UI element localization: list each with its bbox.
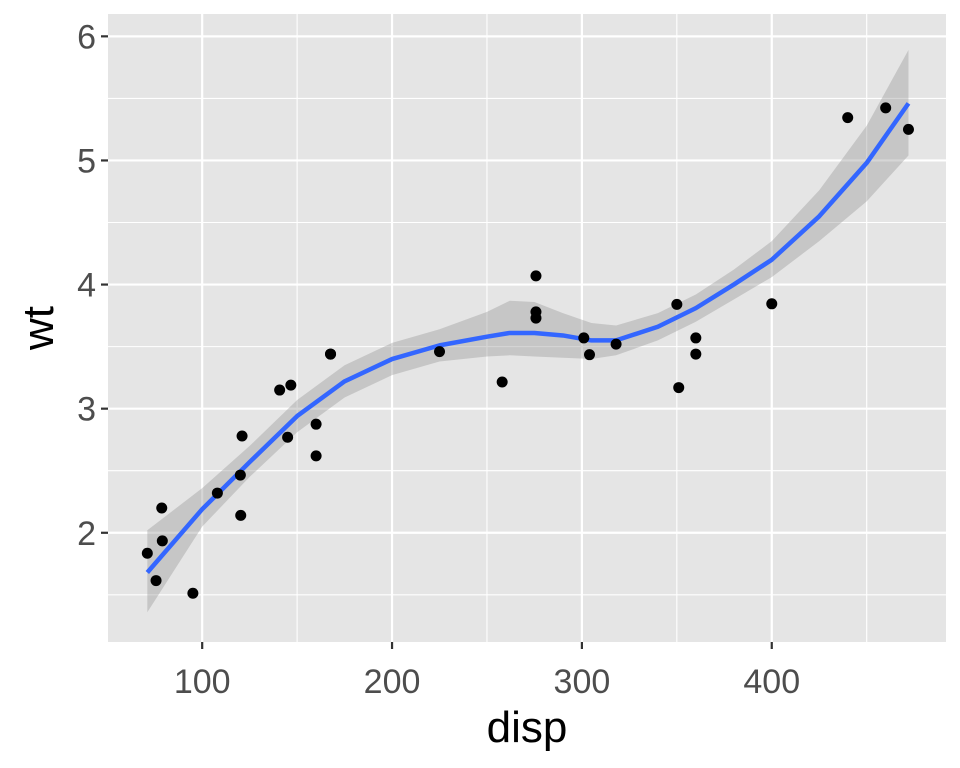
x-tick-label: 100 <box>174 663 231 701</box>
data-point <box>325 348 337 360</box>
grid-major <box>108 14 946 642</box>
data-point <box>496 376 508 388</box>
x-tick-label: 200 <box>364 663 421 701</box>
points-layer <box>141 102 914 599</box>
y-tick-label: 5 <box>77 142 96 180</box>
data-point <box>150 575 162 587</box>
data-point <box>282 431 294 443</box>
smooth-line <box>145 102 911 574</box>
data-point <box>671 298 683 310</box>
data-point <box>434 346 446 358</box>
data-point <box>578 332 590 344</box>
axis-ticks <box>101 35 773 649</box>
data-point <box>584 349 596 361</box>
x-tick-label: 400 <box>743 663 800 701</box>
data-point <box>234 469 246 481</box>
data-point <box>530 306 542 318</box>
data-point <box>610 338 622 350</box>
data-point <box>310 418 322 430</box>
data-point <box>211 487 223 499</box>
data-point <box>235 509 247 521</box>
data-point <box>842 112 854 124</box>
y-tick-label: 2 <box>77 515 96 553</box>
x-axis-title: disp <box>487 703 568 752</box>
data-point <box>766 298 778 310</box>
data-point <box>236 430 248 442</box>
data-point <box>902 123 914 135</box>
y-axis-title: wt <box>14 306 63 351</box>
data-point <box>274 384 286 396</box>
data-point <box>530 270 542 282</box>
y-tick-label: 6 <box>77 18 96 56</box>
data-point <box>156 502 168 514</box>
x-tick-label: 300 <box>554 663 611 701</box>
data-point <box>285 379 297 391</box>
data-point <box>673 382 685 394</box>
data-point <box>690 332 702 344</box>
data-point <box>156 535 168 547</box>
data-point <box>187 587 199 599</box>
data-point <box>690 348 702 360</box>
y-tick-labels: 2 3 4 5 6 <box>77 18 96 552</box>
data-point <box>310 450 322 462</box>
data-point <box>141 547 153 559</box>
x-tick-labels: 100 200 300 400 <box>174 663 800 701</box>
panel-background <box>108 14 946 642</box>
data-point <box>880 102 892 114</box>
grid-minor <box>108 14 946 642</box>
y-tick-label: 4 <box>77 267 96 305</box>
y-tick-label: 3 <box>77 391 96 429</box>
